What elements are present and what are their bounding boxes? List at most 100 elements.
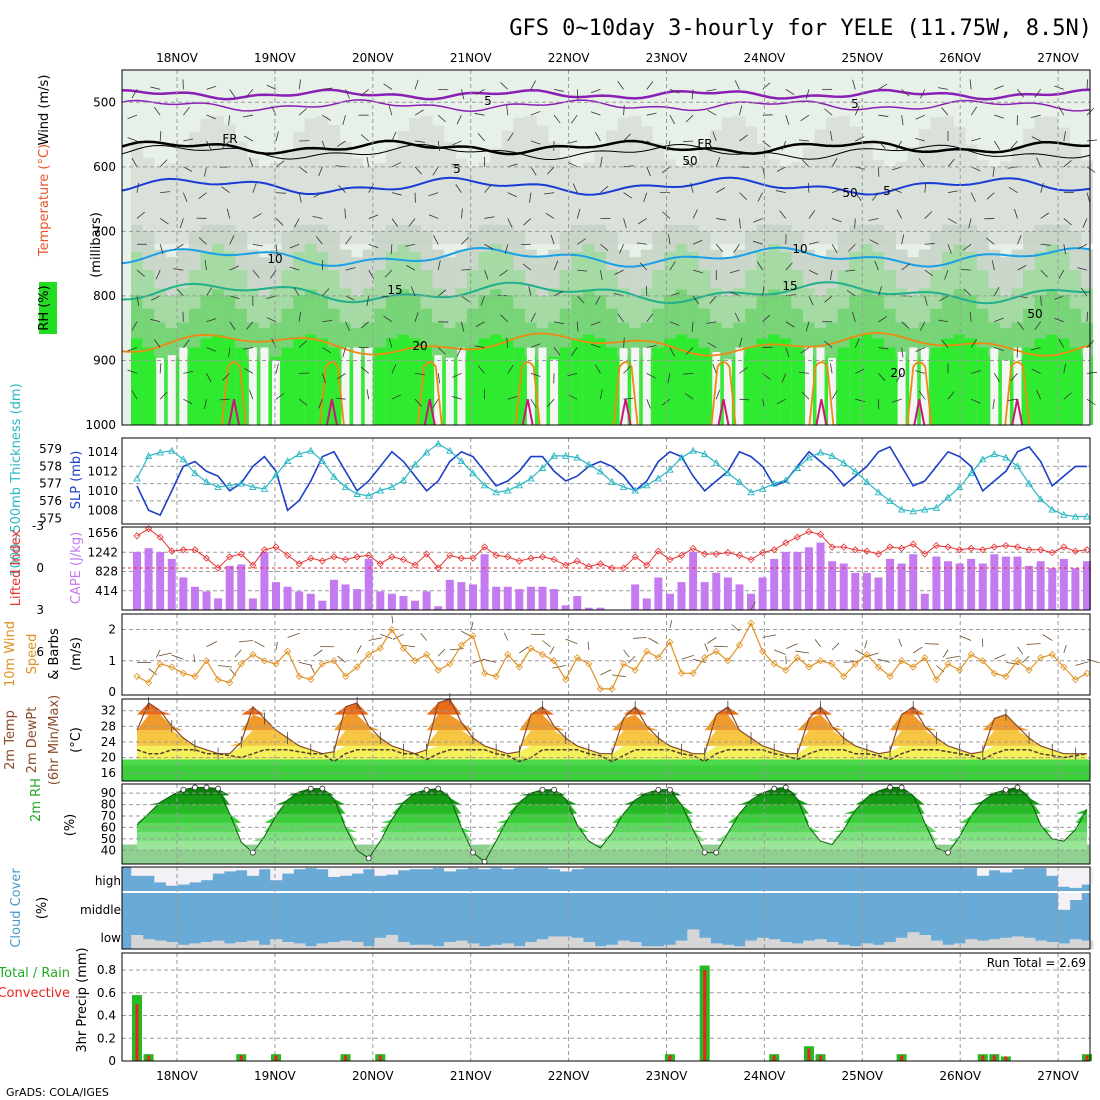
cape-bar: [179, 577, 188, 610]
cape-bar: [920, 593, 929, 610]
wind-barb: [947, 244, 952, 254]
pressure-tick: 800: [93, 289, 116, 303]
thickness-point: [585, 460, 593, 468]
wind-barb: [127, 369, 138, 374]
cape-bar: [816, 542, 825, 610]
wind-barb: [322, 87, 333, 90]
temp-fill-layer: [137, 699, 1087, 715]
contour-minus5-b: [121, 99, 1091, 112]
wind10-barb: [356, 645, 362, 654]
cloud-high-bar: [583, 867, 596, 869]
rh-shade-upper: [652, 143, 665, 245]
wind10-point: [469, 632, 477, 640]
wind-barb: [661, 166, 671, 174]
wind-barb: [924, 295, 928, 306]
cape-tick: 1242: [87, 545, 118, 559]
wind-barb: [831, 244, 838, 254]
cape-bar: [793, 551, 802, 610]
li-point: [840, 543, 848, 551]
rh-shade-upper: [779, 166, 792, 245]
cape-bar: [642, 598, 651, 610]
cape-bar: [851, 572, 860, 610]
wind10-point: [724, 657, 732, 665]
wind10-barb: [1021, 655, 1030, 664]
wind-barb: [871, 192, 879, 201]
wind10-units-label: (m/s): [69, 637, 84, 671]
thickness-point: [272, 470, 280, 478]
cloud-high-bar: [304, 867, 318, 869]
rh-dry-spike: [1083, 347, 1091, 425]
wind-barb: [360, 366, 369, 374]
contour-label: 15: [387, 283, 402, 297]
wind-barb: [576, 89, 579, 100]
wind-barb: [206, 373, 212, 383]
cloud-high-bar: [722, 867, 735, 869]
rh-shade-band: [1023, 347, 1036, 425]
rh-dry-spike: [990, 348, 999, 425]
rh-shade-upper: [443, 142, 456, 245]
li-point: [469, 554, 477, 562]
cloud-middle-bar: [1069, 893, 1082, 900]
cloud-high-bar: [1023, 867, 1036, 869]
cloud-high-bar: [1034, 867, 1047, 869]
li-point: [1037, 546, 1045, 554]
wind-barb: [1036, 157, 1042, 167]
wind10-point: [620, 660, 628, 668]
cape-bar: [665, 593, 674, 610]
wind-barb: [739, 398, 750, 401]
wind-barb: [739, 192, 747, 200]
li-point: [214, 564, 222, 572]
li-point: [295, 560, 303, 568]
li-point: [608, 564, 616, 572]
wind-barb: [547, 166, 555, 175]
contour-label: 5: [851, 97, 859, 111]
temp2m-tick: 24: [101, 735, 116, 749]
cloud-low-bar: [397, 942, 410, 949]
rh2m-tick: 40: [101, 843, 116, 857]
precip-convective-bar: [344, 1055, 348, 1061]
wind-barb: [499, 269, 508, 277]
rh-shade-upper: [513, 117, 526, 245]
wind-barb: [669, 321, 680, 326]
rh-shade-upper: [826, 117, 839, 245]
thickness-point: [202, 477, 211, 485]
wind10-point: [608, 685, 616, 693]
cloud-low-bar: [420, 944, 433, 949]
wind-barb: [221, 186, 230, 193]
cape-bar: [411, 600, 420, 610]
date-tick-bottom: 22NOV: [548, 1069, 590, 1083]
wind-barb: [243, 135, 254, 142]
wind-barb: [845, 269, 856, 272]
wind10-barb: [1063, 645, 1067, 654]
contour-diurnal-core: [913, 398, 926, 426]
wind10-point: [376, 644, 384, 652]
wind-barb: [846, 289, 856, 297]
wind-barb: [572, 183, 578, 193]
rh-shade-upper: [212, 115, 225, 245]
cloud-high-bar: [316, 867, 329, 870]
contour-diurnal-spike: [710, 361, 737, 426]
wind-barb: [577, 238, 586, 245]
wind10-point: [133, 672, 141, 680]
wind-barb: [576, 208, 581, 219]
cape-bar: [318, 600, 327, 610]
wind10-tick: 1: [108, 654, 116, 668]
thickness-point: [1025, 479, 1033, 487]
precip-tick: 0.8: [97, 963, 116, 977]
wind10-barb: [704, 643, 709, 652]
thickness-axis-label: 1000~500mb Thickness (dm): [9, 383, 24, 576]
wind-barb: [1017, 321, 1024, 330]
thickness-point: [469, 469, 477, 477]
wind10-point: [284, 647, 292, 655]
cloud-low-bar: [814, 939, 827, 949]
wind-barb: [892, 188, 902, 194]
wind10-point: [434, 666, 442, 674]
wind-barb: [1034, 321, 1041, 331]
cloud-high-bar: [513, 867, 526, 869]
wind10-point: [944, 660, 952, 668]
wind-barb: [360, 134, 369, 142]
wind10-point: [701, 654, 709, 662]
wind10-barb: [924, 643, 939, 645]
thickness-point: [318, 457, 327, 465]
precip-tick: 0: [108, 1054, 116, 1068]
